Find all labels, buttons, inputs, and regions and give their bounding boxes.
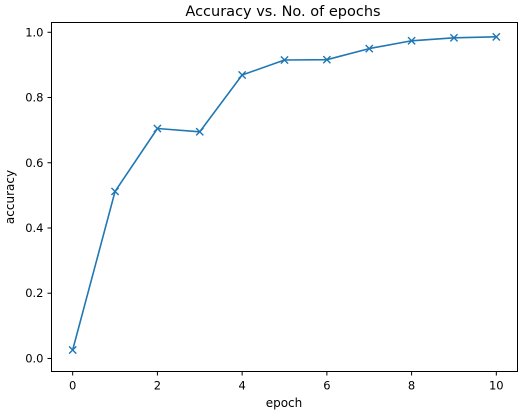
data-point-marker [110, 187, 120, 196]
marker-stroke [68, 345, 77, 355]
data-point-marker [68, 345, 77, 355]
x-axis-ticks: 0 2 4 6 8 10 [69, 371, 504, 393]
data-point-marker [365, 44, 374, 53]
chart-title: Accuracy vs. No. of epochs [185, 4, 380, 20]
x-tick-label: 2 [154, 379, 161, 393]
plot-area [68, 32, 501, 355]
marker-stroke [365, 44, 374, 53]
y-axis-ticks: 0.0 0.2 0.4 0.6 0.8 1.0 [25, 25, 52, 365]
x-tick-label: 0 [69, 379, 76, 393]
data-point-marker [195, 127, 204, 136]
marker-stroke [195, 127, 204, 136]
marker-stroke [449, 33, 459, 42]
y-tick-label: 0.8 [25, 91, 43, 105]
x-tick-label: 4 [238, 379, 245, 393]
data-point-marker [492, 32, 501, 41]
data-point-marker [322, 55, 331, 64]
plot-frame [51, 22, 518, 372]
data-point-marker [153, 124, 162, 133]
marker-stroke [153, 124, 162, 133]
marker-stroke [280, 55, 289, 65]
x-tick-label: 6 [323, 379, 330, 393]
data-point-marker [449, 33, 459, 42]
series-line [71, 36, 497, 351]
marker-stroke [110, 187, 120, 196]
y-tick-label: 1.0 [25, 25, 43, 39]
data-point-marker [280, 55, 289, 65]
y-tick-label: 0.6 [25, 156, 43, 170]
marker-stroke [492, 32, 501, 41]
data-point-marker [238, 70, 247, 80]
y-tick-label: 0.4 [25, 221, 43, 235]
y-tick-label: 0.2 [25, 286, 43, 300]
marker-stroke [322, 55, 331, 64]
x-tick-label: 10 [489, 379, 504, 393]
x-axis-label: epoch [266, 396, 303, 410]
y-tick-label: 0.0 [25, 351, 43, 365]
data-point-marker [407, 36, 416, 45]
y-axis-label: accuracy [3, 170, 17, 224]
marker-stroke [238, 70, 247, 80]
x-tick-label: 8 [408, 379, 415, 393]
marker-stroke [407, 36, 416, 45]
